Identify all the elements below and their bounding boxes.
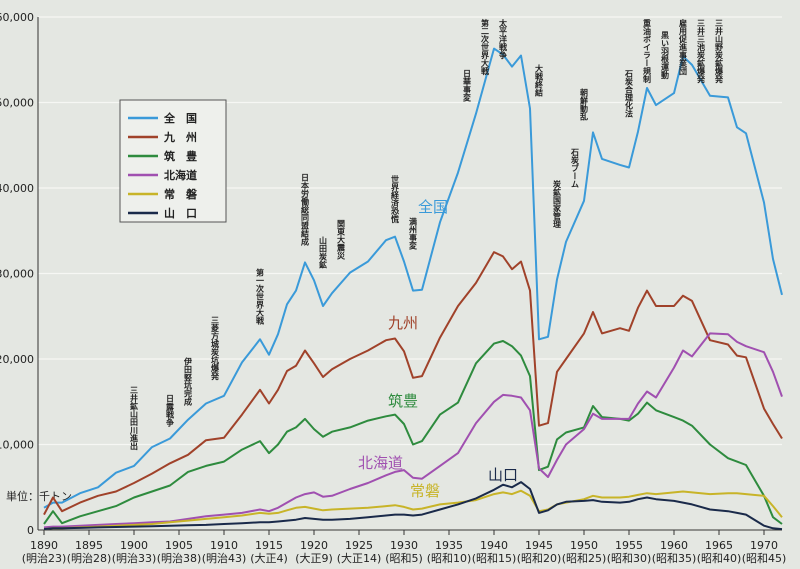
x-tick-label: 1890 bbox=[30, 539, 58, 552]
annotation: 世界経済恐慌 bbox=[390, 174, 400, 224]
x-tick-label: 1965 bbox=[705, 539, 733, 552]
x-tick-sublabel: (昭和25) bbox=[562, 552, 607, 565]
x-tick-sublabel: (昭和35) bbox=[652, 552, 697, 565]
annotation: 第二次世界大戦 bbox=[480, 18, 490, 76]
series-line bbox=[43, 481, 783, 531]
x-tick-sublabel: (明治38) bbox=[157, 551, 202, 565]
series-inline-label: 常磐 bbox=[410, 482, 440, 500]
x-tick-label: 1920 bbox=[300, 539, 328, 552]
annotation: 雇用促進事業団 bbox=[678, 18, 688, 76]
y-tick-label: 0 bbox=[27, 524, 34, 537]
x-tick-sublabel: (昭和10) bbox=[427, 552, 472, 565]
x-tick-sublabel: (明治33) bbox=[112, 551, 157, 565]
annotation: 満州事変 bbox=[409, 217, 418, 251]
annotation: 三井鉱山田川進出 bbox=[130, 386, 139, 451]
x-tick-sublabel: (大正14) bbox=[337, 551, 382, 565]
y-tick-label: 20,000 bbox=[0, 353, 34, 366]
x-tick-label: 1945 bbox=[525, 539, 553, 552]
legend-label: 筑 豊 bbox=[164, 149, 197, 163]
x-tick-sublabel: (昭和40) bbox=[697, 552, 742, 565]
annotation: 石炭合理化法 bbox=[624, 70, 634, 119]
x-tick-label: 1970 bbox=[750, 539, 778, 552]
annotation: 朝鮮動乱 bbox=[580, 87, 589, 121]
x-tick-sublabel: (昭和5) bbox=[385, 552, 423, 565]
x-tick-label: 1940 bbox=[480, 539, 508, 552]
annotation: 大戦終結 bbox=[534, 64, 544, 98]
annotation: 黒い羽根運動 bbox=[661, 30, 670, 80]
series-inline-label: 北海道 bbox=[358, 454, 403, 472]
annotation: 三井山野炭鉱爆発 bbox=[714, 19, 724, 84]
series-inline-label: 九州 bbox=[388, 314, 418, 332]
annotation: 関東大震災 bbox=[336, 219, 346, 261]
x-tick-label: 1950 bbox=[570, 539, 598, 552]
x-tick-label: 1915 bbox=[255, 539, 283, 552]
x-tick-sublabel: (明治43) bbox=[202, 551, 247, 565]
x-tick-sublabel: (明治28) bbox=[67, 551, 112, 565]
annotation: 日本労働総同盟結成 bbox=[301, 173, 310, 246]
x-tick-label: 1925 bbox=[345, 539, 373, 552]
x-tick-sublabel: (昭和30) bbox=[607, 552, 652, 565]
annotation: 石炭ブーム bbox=[571, 148, 580, 188]
series-inline-label: 全国 bbox=[418, 198, 448, 216]
x-tick-sublabel: (明治23) bbox=[22, 551, 67, 565]
annotation: 三井三池炭鉱爆発 bbox=[696, 19, 706, 84]
series-inline-label: 山口 bbox=[488, 466, 518, 484]
series-line bbox=[43, 251, 783, 516]
legend-label: 九 州 bbox=[163, 130, 197, 144]
annotation: 伊田竪坑完成 bbox=[184, 357, 193, 407]
y-tick-label: 30,000 bbox=[0, 268, 34, 281]
legend-box bbox=[119, 99, 227, 223]
legend-label: 山 口 bbox=[164, 206, 197, 220]
y-tick-label: 40,000 bbox=[0, 182, 34, 195]
series-line bbox=[43, 340, 783, 525]
x-tick-sublabel: (昭和45) bbox=[742, 552, 787, 565]
legend-label: 北海道 bbox=[164, 168, 197, 182]
y-tick-label: 10,000 bbox=[0, 439, 34, 452]
x-tick-label: 1895 bbox=[75, 539, 103, 552]
x-tick-label: 1960 bbox=[660, 539, 688, 552]
annotation: 日露戦争 bbox=[165, 395, 175, 428]
annotation: 第一次世界大戦 bbox=[255, 267, 265, 325]
annotation: 炭鉱国家管理 bbox=[552, 179, 562, 229]
annotation: 太平洋戦争 bbox=[498, 18, 508, 60]
legend-label: 全 国 bbox=[163, 111, 197, 125]
x-tick-label: 1930 bbox=[390, 539, 418, 552]
x-tick-sublabel: (昭和20) bbox=[517, 552, 562, 565]
x-tick-label: 1910 bbox=[210, 539, 238, 552]
x-tick-sublabel: (大正9) bbox=[295, 551, 333, 565]
y-tick-label: 50,000 bbox=[0, 97, 34, 110]
series-line bbox=[43, 47, 783, 509]
legend-label: 常 磐 bbox=[164, 187, 198, 201]
annotation: 日華事変 bbox=[463, 70, 472, 103]
y-tick-label: 60,000 bbox=[0, 11, 34, 24]
annotation: 重油ボイラー規制 bbox=[643, 18, 652, 84]
series-line bbox=[43, 332, 783, 529]
x-tick-label: 1905 bbox=[165, 539, 193, 552]
x-tick-sublabel: (昭和15) bbox=[472, 552, 517, 565]
x-tick-label: 1900 bbox=[120, 539, 148, 552]
annotation: 山田炭鉱 bbox=[319, 235, 328, 269]
series-inline-label: 筑豊 bbox=[388, 392, 418, 410]
unit-label: 単位：千トン bbox=[6, 489, 72, 503]
x-tick-label: 1935 bbox=[435, 539, 463, 552]
x-tick-label: 1955 bbox=[615, 539, 643, 552]
annotation: 三菱方城炭坑爆発 bbox=[210, 316, 220, 381]
series-line bbox=[43, 489, 783, 531]
x-tick-sublabel: (大正4) bbox=[250, 551, 288, 565]
